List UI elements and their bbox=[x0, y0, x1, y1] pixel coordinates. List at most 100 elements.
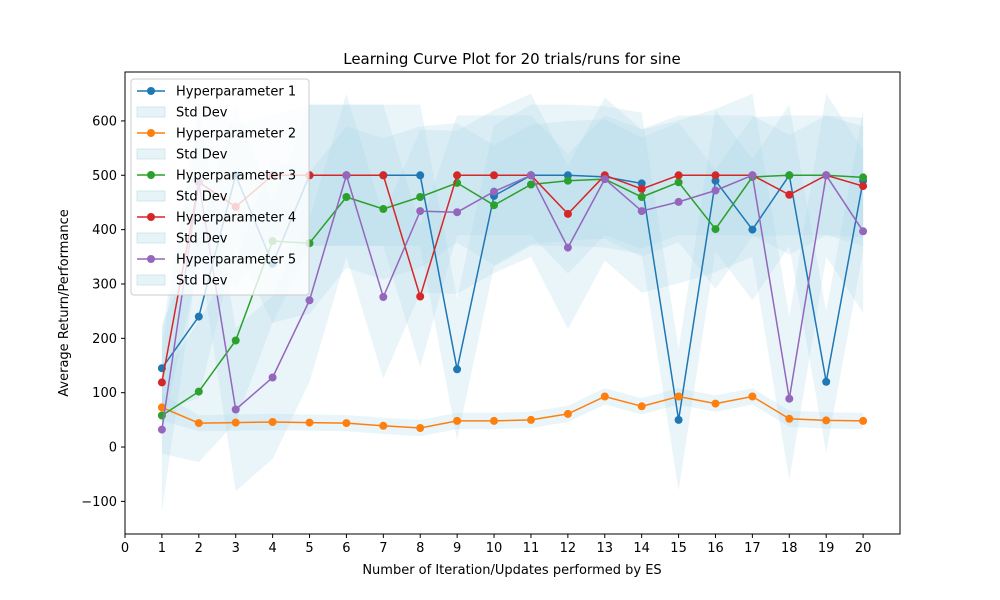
legend-std-swatch-3 bbox=[136, 190, 166, 202]
data-point-s4-20 bbox=[859, 182, 868, 191]
x-tick-label: 18 bbox=[781, 541, 798, 556]
data-point-s3-2 bbox=[194, 387, 203, 396]
x-tick-label: 4 bbox=[268, 541, 276, 556]
x-tick-label: 9 bbox=[453, 541, 461, 556]
x-tick-label: 8 bbox=[416, 541, 424, 556]
data-point-s2-18 bbox=[785, 414, 794, 423]
y-tick-label: 200 bbox=[92, 332, 117, 347]
legend-label-1: Hyperparameter 1 bbox=[176, 85, 296, 100]
y-tick-label: 400 bbox=[92, 223, 117, 238]
data-point-s5-14 bbox=[637, 207, 646, 216]
std-band-3 bbox=[161, 115, 864, 463]
data-point-s2-14 bbox=[637, 402, 646, 411]
legend-std-swatch-2 bbox=[136, 148, 166, 160]
series-line-5 bbox=[161, 172, 864, 430]
data-point-s5-16 bbox=[711, 186, 720, 195]
x-tick-label: 17 bbox=[744, 541, 761, 556]
data-point-s2-4 bbox=[268, 418, 277, 426]
y-tick-label: −100 bbox=[81, 495, 117, 510]
data-point-s5-10 bbox=[490, 187, 498, 196]
data-point-s2-8 bbox=[416, 424, 425, 432]
data-point-s3-12 bbox=[563, 176, 572, 185]
y-tick-label: 100 bbox=[92, 386, 117, 401]
data-point-s3-10 bbox=[490, 201, 498, 210]
x-tick-label: 16 bbox=[707, 541, 724, 556]
legend: Hyperparameter 1 Std Dev Hyperparameter 2 S… bbox=[130, 78, 310, 296]
data-point-s4-8 bbox=[416, 292, 425, 301]
x-tick-label: 10 bbox=[486, 541, 503, 556]
data-point-s2-6 bbox=[342, 419, 351, 428]
data-point-s5-7 bbox=[379, 293, 388, 301]
x-tick-label: 13 bbox=[596, 541, 613, 556]
data-point-s5-11 bbox=[527, 171, 535, 180]
data-point-s3-20 bbox=[859, 173, 868, 182]
chart-title: Learning Curve Plot for 20 trials/runs f… bbox=[343, 50, 681, 68]
data-point-s3-15 bbox=[674, 178, 683, 187]
data-point-s2-1 bbox=[157, 403, 166, 412]
data-point-s1-2 bbox=[194, 312, 203, 321]
x-tick-label: 0 bbox=[121, 541, 129, 556]
data-point-s1-9 bbox=[453, 365, 462, 374]
data-point-s1-15 bbox=[674, 415, 683, 424]
data-point-s5-9 bbox=[453, 208, 462, 217]
data-point-s4-18 bbox=[785, 190, 794, 199]
data-point-s1-19 bbox=[822, 377, 831, 386]
data-point-s3-3 bbox=[231, 336, 240, 345]
data-point-s2-20 bbox=[859, 416, 868, 425]
legend-std-label-3: Std Dev bbox=[176, 190, 228, 205]
data-point-s3-7 bbox=[379, 205, 388, 213]
data-point-s1-8 bbox=[416, 171, 425, 180]
legend-marker-1 bbox=[147, 87, 155, 95]
data-point-s1-14 bbox=[637, 179, 646, 188]
std-band-1 bbox=[161, 104, 864, 491]
data-point-s2-7 bbox=[379, 421, 388, 430]
data-point-s2-13 bbox=[600, 392, 609, 401]
data-point-s5-8 bbox=[416, 207, 425, 216]
x-tick-label: 2 bbox=[195, 541, 203, 556]
y-tick-label: 300 bbox=[92, 277, 117, 292]
data-point-s2-10 bbox=[490, 416, 498, 425]
data-point-s3-11 bbox=[527, 180, 535, 189]
data-point-s3-16 bbox=[711, 225, 720, 234]
data-point-s2-2 bbox=[194, 419, 203, 428]
data-point-s5-15 bbox=[674, 197, 683, 206]
data-point-s4-9 bbox=[453, 171, 462, 180]
legend-marker-2 bbox=[147, 129, 155, 137]
data-point-s4-7 bbox=[379, 171, 388, 180]
data-point-s5-6 bbox=[342, 171, 351, 180]
legend-label-3: Hyperparameter 3 bbox=[176, 169, 296, 184]
data-point-s4-16 bbox=[711, 171, 720, 180]
y-axis-label: Average Return/Performance bbox=[57, 209, 72, 396]
legend-label-2: Hyperparameter 2 bbox=[176, 127, 296, 142]
legend-label-5: Hyperparameter 5 bbox=[176, 253, 296, 268]
x-axis-label: Number of Iteration/Updates performed by… bbox=[362, 563, 661, 578]
y-tick-label: 0 bbox=[109, 441, 117, 456]
legend-std-label-1: Std Dev bbox=[176, 106, 228, 121]
x-tick-label: 14 bbox=[633, 541, 650, 556]
legend-std-label-4: Std Dev bbox=[176, 232, 228, 247]
x-tick-label: 5 bbox=[305, 541, 313, 556]
data-point-s4-10 bbox=[490, 171, 498, 180]
data-point-s5-1 bbox=[157, 425, 166, 434]
x-tick-label: 15 bbox=[670, 541, 687, 556]
axes: 0 1 2 3 4 5 6 7 8 9 10 11 12 13 14 15 16 17 18 19 20−1000100… bbox=[81, 114, 871, 556]
x-tick-label: 7 bbox=[379, 541, 387, 556]
data-point-s5-19 bbox=[822, 171, 831, 180]
x-tick-label: 3 bbox=[232, 541, 240, 556]
data-point-s3-8 bbox=[416, 193, 425, 201]
legend-marker-3 bbox=[147, 171, 155, 179]
data-point-s5-5 bbox=[305, 296, 314, 305]
data-point-s5-4 bbox=[268, 373, 277, 382]
data-point-s1-17 bbox=[748, 225, 757, 234]
data-point-s5-12 bbox=[563, 243, 572, 252]
y-tick-label: 600 bbox=[92, 114, 117, 129]
x-tick-label: 19 bbox=[818, 541, 835, 556]
data-point-s5-17 bbox=[748, 171, 757, 180]
x-tick-label: 11 bbox=[523, 541, 540, 556]
data-point-s2-5 bbox=[305, 418, 314, 427]
std-band-4 bbox=[161, 100, 864, 432]
data-point-s2-12 bbox=[563, 409, 572, 418]
legend-marker-4 bbox=[147, 213, 155, 221]
x-tick-label: 6 bbox=[342, 541, 350, 556]
